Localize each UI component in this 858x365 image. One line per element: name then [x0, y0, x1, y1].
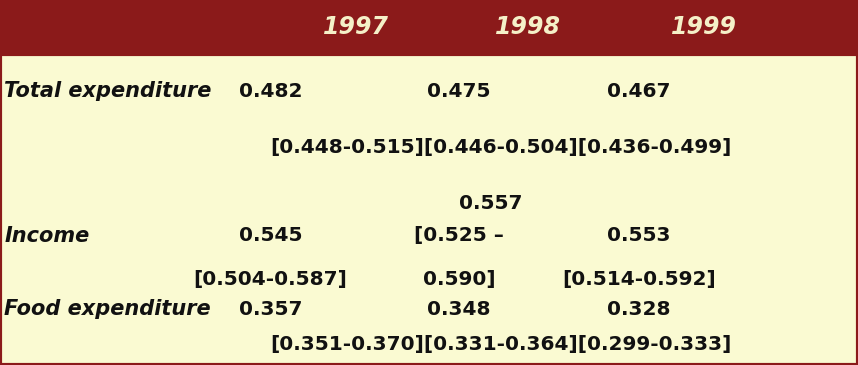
Text: 0.357: 0.357 [239, 300, 302, 319]
Text: Total expenditure: Total expenditure [4, 81, 212, 101]
Text: 0.467: 0.467 [607, 82, 671, 101]
Text: [0.504-0.587]: [0.504-0.587] [193, 270, 347, 289]
Text: 0.590]: 0.590] [423, 270, 495, 289]
Text: Food expenditure: Food expenditure [4, 299, 211, 319]
Text: 1997: 1997 [323, 15, 389, 39]
Text: 0.328: 0.328 [607, 300, 671, 319]
Text: 0.348: 0.348 [427, 300, 491, 319]
Text: 0.553: 0.553 [607, 226, 671, 245]
Text: 0.475: 0.475 [427, 82, 491, 101]
Text: [0.351-0.370][0.331-0.364][0.299-0.333]: [0.351-0.370][0.331-0.364][0.299-0.333] [270, 335, 732, 354]
Text: 1999: 1999 [671, 15, 736, 39]
Text: [0.448-0.515][0.446-0.504][0.436-0.499]: [0.448-0.515][0.446-0.504][0.436-0.499] [270, 138, 732, 157]
Text: 0.482: 0.482 [239, 82, 302, 101]
Text: [0.514-0.592]: [0.514-0.592] [562, 270, 716, 289]
FancyBboxPatch shape [0, 0, 858, 54]
Text: 1998: 1998 [495, 15, 560, 39]
Text: Income: Income [4, 226, 89, 246]
Text: 0.545: 0.545 [239, 226, 302, 245]
Text: [0.525 –: [0.525 – [414, 226, 504, 245]
Text: 0.557: 0.557 [459, 194, 523, 213]
